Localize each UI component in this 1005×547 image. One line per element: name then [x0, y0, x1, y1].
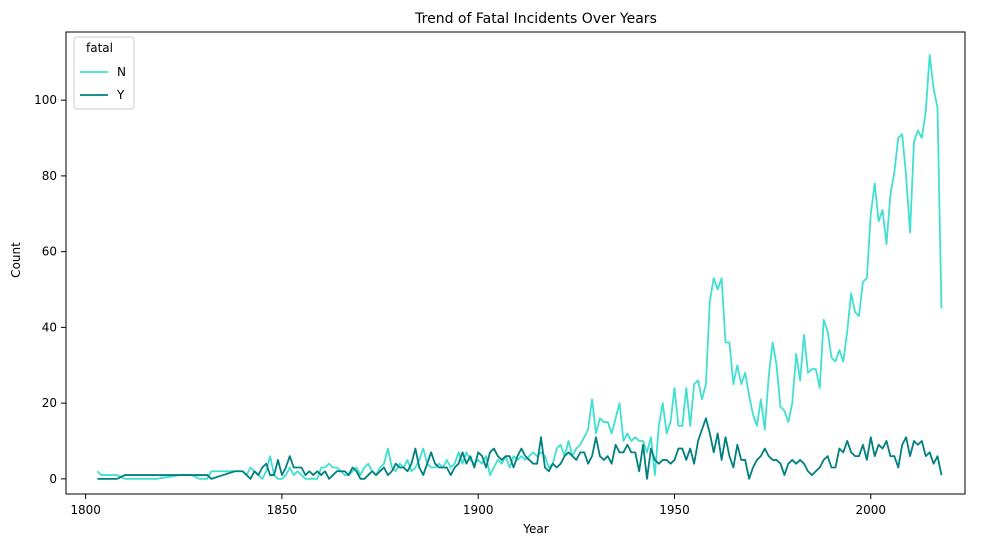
x-tick-label-1900: 1900 — [463, 503, 494, 517]
x-tick-label-2000: 2000 — [856, 503, 887, 517]
y-axis: 0 20 40 60 80 100 — [34, 93, 66, 486]
series-line-N — [96, 53, 943, 480]
y-tick-label-40: 40 — [42, 320, 57, 334]
x-tick-label-1800: 1800 — [70, 503, 101, 517]
x-tick-label-1850: 1850 — [267, 503, 298, 517]
x-axis-label: Year — [522, 522, 548, 536]
y-tick-label-20: 20 — [42, 396, 57, 410]
series-layer — [96, 53, 943, 480]
legend-title: fatal — [86, 41, 113, 55]
legend-items: NY — [80, 65, 126, 102]
chart-title: Trend of Fatal Incidents Over Years — [414, 11, 657, 27]
y-axis-label: Count — [9, 242, 23, 278]
y-tick-label-0: 0 — [49, 472, 57, 486]
legend: fatal NY — [73, 36, 135, 110]
legend-label-N: N — [117, 65, 126, 79]
plot-frame — [65, 31, 966, 495]
y-tick-label-80: 80 — [42, 169, 57, 183]
y-tick-label-100: 100 — [34, 93, 57, 107]
x-axis: 1800 1850 1900 1950 2000 — [70, 494, 886, 517]
x-tick-label-1950: 1950 — [659, 503, 690, 517]
legend-box — [73, 36, 135, 110]
legend-label-Y: Y — [116, 88, 125, 102]
y-tick-label-60: 60 — [42, 245, 57, 259]
series-line-Y — [97, 417, 943, 480]
